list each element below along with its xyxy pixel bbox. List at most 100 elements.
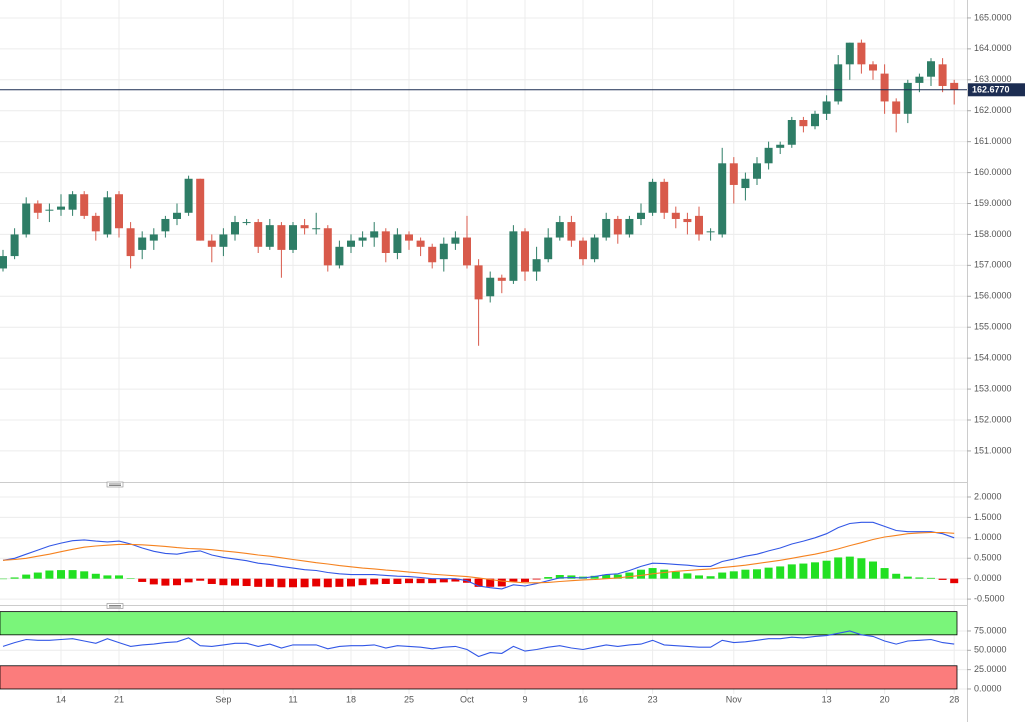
histogram-bar — [729, 571, 738, 579]
histogram-bar — [811, 562, 819, 579]
candle-body — [80, 194, 89, 216]
candle-body — [161, 218, 170, 232]
histogram-bar — [149, 578, 158, 585]
candle-body — [729, 163, 738, 185]
histogram-bar — [695, 575, 703, 579]
histogram-bar — [91, 573, 100, 579]
resize-handle[interactable] — [106, 481, 124, 488]
label-layer: 14 21 Sep 11 18 25 Oct 9 16 23 Nov 13 20 28 151.0000 15… — [56, 12, 1025, 704]
y-tick-label: 163.0000 — [974, 74, 1012, 84]
candle-body — [903, 82, 912, 114]
mark-layer — [0, 39, 967, 690]
indicator-line — [2, 521, 955, 590]
indicator-line — [2, 531, 955, 584]
histogram-bar — [590, 575, 599, 579]
candle-body — [358, 237, 367, 241]
y-tick-label: 75.0000 — [974, 625, 1007, 635]
histogram-bar — [33, 572, 42, 579]
candle-body — [706, 231, 715, 233]
candle-body — [741, 178, 750, 189]
histogram-bar — [68, 570, 77, 579]
y-tick-label: 158.0000 — [974, 229, 1012, 239]
histogram-bar — [300, 578, 309, 588]
candle-body — [950, 82, 959, 90]
candle-body — [289, 225, 297, 250]
candle-body — [613, 218, 622, 235]
candle-body — [590, 237, 599, 260]
candle-body — [68, 194, 77, 210]
candle-body — [428, 246, 437, 263]
histogram-bar — [254, 578, 263, 587]
candle-body — [683, 218, 692, 223]
candle-body — [207, 240, 216, 247]
histogram-bar — [103, 575, 112, 579]
candle-body — [231, 222, 239, 235]
y-tick-label: 50.0000 — [974, 645, 1007, 655]
histogram-bar — [22, 574, 31, 579]
y-tick-label: 1.5000 — [974, 512, 1002, 522]
rsi-band — [0, 611, 958, 636]
candle-body — [439, 243, 448, 260]
candle-body — [126, 228, 135, 257]
x-tick-label: 13 — [822, 694, 832, 704]
x-tick-label: 18 — [346, 694, 356, 704]
candle-body — [811, 113, 819, 127]
y-tick-label: 2.0000 — [974, 491, 1002, 501]
y-tick-label: 161.0000 — [974, 136, 1012, 146]
candle-body — [509, 231, 518, 281]
y-tick-label: 152.0000 — [974, 414, 1012, 424]
candle-body — [323, 228, 332, 266]
candle-body — [579, 240, 587, 260]
candle-body — [776, 144, 785, 148]
y-tick-label: 154.0000 — [974, 353, 1012, 363]
candle-body — [637, 212, 645, 219]
histogram-bar — [683, 573, 692, 579]
histogram-bar — [602, 574, 611, 579]
histogram-bar — [405, 578, 413, 584]
y-tick-label: 155.0000 — [974, 322, 1012, 332]
candle-body — [753, 163, 761, 179]
resize-handle[interactable] — [106, 603, 124, 609]
histogram-bar — [532, 578, 541, 580]
candle-body — [660, 181, 669, 213]
candle-body — [416, 240, 425, 247]
candle-body — [845, 42, 854, 65]
candle-body — [869, 64, 877, 71]
y-tick-label: 165.0000 — [974, 12, 1012, 22]
histogram-bar — [57, 570, 65, 579]
histogram-bar — [845, 556, 854, 579]
histogram-bar — [544, 577, 553, 579]
histogram-bar — [207, 578, 216, 584]
candle-body — [10, 234, 19, 257]
histogram-bar — [718, 572, 727, 579]
candle-body — [242, 222, 251, 224]
y-tick-label: 151.0000 — [974, 445, 1012, 455]
candle-body — [277, 225, 286, 250]
histogram-bar — [161, 578, 170, 586]
histogram-bar — [312, 578, 321, 587]
candle-body — [602, 218, 611, 238]
histogram-bar — [938, 578, 947, 580]
candle-body — [486, 277, 495, 297]
candle-body — [45, 209, 54, 211]
candle-body — [927, 61, 935, 77]
candle-body — [196, 178, 205, 241]
histogram-bar — [393, 578, 402, 584]
candle-body — [335, 246, 344, 266]
candle-body — [671, 212, 680, 219]
candle-body — [463, 237, 471, 266]
candle-body — [381, 231, 390, 253]
candle-body — [648, 181, 657, 213]
candle-body — [184, 178, 193, 213]
y-tick-label: 159.0000 — [974, 198, 1012, 208]
histogram-bar — [486, 578, 495, 587]
x-tick-label: 21 — [114, 694, 124, 704]
histogram-bar — [10, 577, 19, 579]
y-tick-label: 153.0000 — [974, 383, 1012, 393]
candle-body — [405, 234, 413, 241]
histogram-bar — [323, 578, 332, 588]
histogram-bar — [289, 578, 297, 588]
candle-body — [173, 212, 181, 219]
y-tick-label: -0.5000 — [974, 593, 1005, 603]
